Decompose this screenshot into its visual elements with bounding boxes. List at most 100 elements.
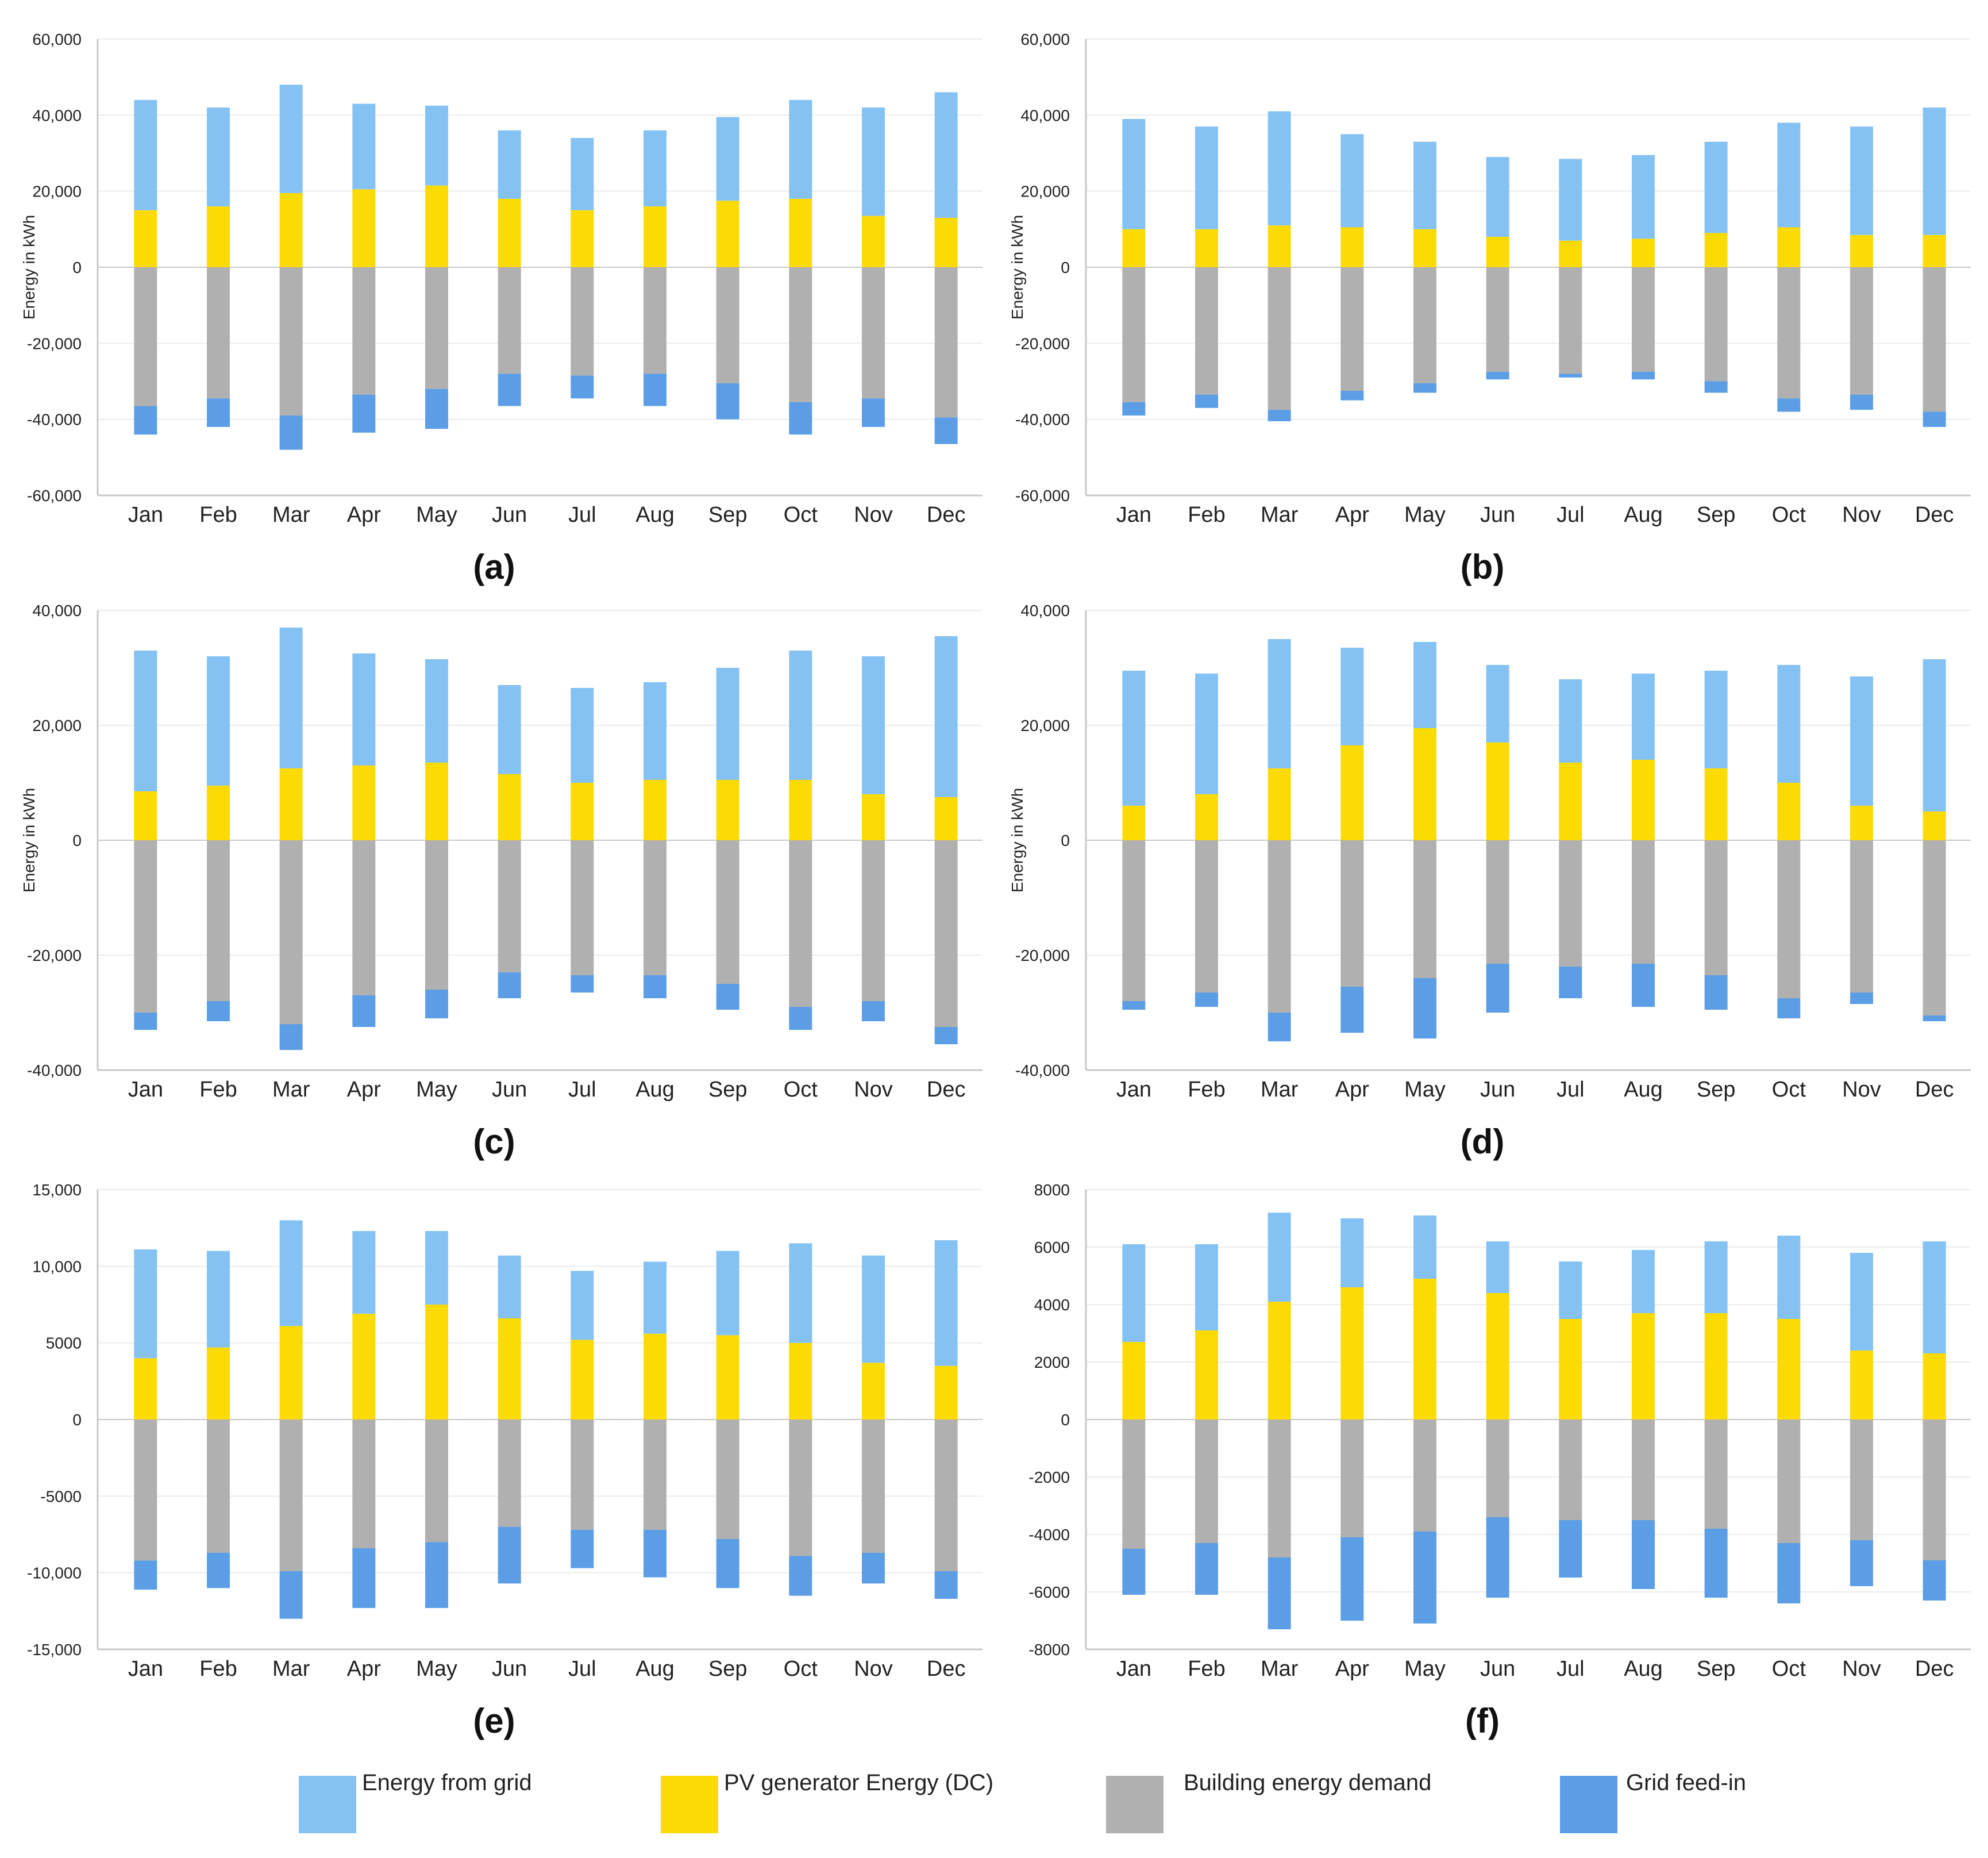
bar-demand-b-may: [1413, 267, 1436, 383]
bar-demand-a-oct: [789, 267, 812, 402]
bar-pv-d-dec: [1922, 811, 1946, 840]
bar-pv-f-apr: [1340, 1287, 1364, 1420]
bar-grid-energy-f-sep: [1704, 1241, 1728, 1313]
bar-pv-b-dec: [1922, 234, 1946, 267]
bar-pv-a-jul: [571, 210, 594, 267]
bar-pv-d-may: [1413, 728, 1436, 840]
bar-demand-f-jul: [1559, 1420, 1582, 1520]
bar-pv-a-sep: [716, 201, 739, 267]
bar-grid-energy-b-mar: [1267, 111, 1291, 226]
bar-pv-c-dec: [934, 797, 958, 840]
bar-demand-e-sep: [716, 1420, 739, 1539]
bar-demand-f-jun: [1486, 1420, 1509, 1517]
bar-demand-a-apr: [352, 267, 376, 395]
xtick-label-b-feb: Feb: [1188, 503, 1225, 527]
bar-demand-d-nov: [1850, 840, 1873, 993]
ytick-label-b: -60,000: [1015, 487, 1070, 505]
bar-grid-energy-f-apr: [1340, 1218, 1364, 1287]
bar-feed-in-b-oct: [1777, 398, 1801, 412]
bar-pv-f-feb: [1195, 1330, 1218, 1420]
bar-feed-in-b-dec: [1922, 411, 1946, 427]
bar-demand-a-mar: [279, 267, 303, 416]
xtick-label-e-apr: Apr: [347, 1657, 381, 1681]
bar-feed-in-a-aug: [644, 374, 666, 406]
bar-feed-in-e-nov: [862, 1553, 885, 1584]
bar-grid-energy-a-dec: [934, 92, 958, 218]
bar-feed-in-b-jan: [1122, 402, 1146, 416]
bar-grid-energy-b-dec: [1922, 107, 1946, 235]
charts-canvas: 60,000 40,000 20,000 0 -20,000 -40,000 -60,000…: [20, 30, 1971, 1740]
xtick-label-a-aug: Aug: [635, 503, 675, 527]
panel-label-c: (c): [473, 1122, 515, 1161]
xtick-label-c-sep: Sep: [708, 1078, 748, 1102]
bar-grid-energy-f-nov: [1850, 1253, 1873, 1351]
bar-grid-energy-d-mar: [1267, 639, 1291, 768]
xtick-label-b-jul: Jul: [1557, 503, 1585, 527]
bar-feed-in-c-jun: [498, 972, 521, 998]
xtick-label-e-may: May: [416, 1657, 457, 1681]
bar-pv-f-dec: [1922, 1353, 1946, 1420]
bar-grid-energy-c-may: [425, 659, 448, 763]
bar-demand-d-jul: [1559, 840, 1582, 967]
bar-grid-energy-a-feb: [207, 107, 230, 207]
bar-grid-energy-b-nov: [1850, 126, 1873, 235]
ytick-label-d: -20,000: [1015, 947, 1070, 964]
bar-demand-d-oct: [1777, 840, 1801, 998]
bar-pv-f-oct: [1777, 1319, 1801, 1420]
xtick-label-c-mar: Mar: [272, 1078, 310, 1102]
ytick-label-c: 40,000: [32, 602, 82, 620]
panel-label-f: (f): [1465, 1702, 1500, 1740]
bar-feed-in-e-jun: [498, 1526, 521, 1584]
xtick-label-a-oct: Oct: [784, 503, 818, 527]
xtick-label-f-may: May: [1404, 1657, 1446, 1681]
bar-pv-f-may: [1413, 1279, 1436, 1420]
xtick-label-e-jul: Jul: [568, 1657, 596, 1681]
bar-feed-in-f-mar: [1267, 1557, 1291, 1629]
xtick-label-e-mar: Mar: [272, 1657, 310, 1681]
ytick-label-c: 0: [72, 832, 82, 849]
ytick-label-f: -6000: [1028, 1583, 1070, 1601]
xtick-label-f-jul: Jul: [1557, 1657, 1585, 1681]
bar-feed-in-f-sep: [1704, 1529, 1728, 1598]
xtick-label-c-feb: Feb: [199, 1078, 237, 1102]
bar-feed-in-a-jul: [571, 375, 594, 399]
bar-grid-energy-f-oct: [1777, 1236, 1801, 1319]
bar-feed-in-f-jun: [1486, 1517, 1509, 1598]
bar-demand-c-mar: [279, 840, 303, 1024]
bar-grid-energy-d-sep: [1704, 671, 1728, 768]
bar-grid-energy-a-jan: [134, 99, 157, 210]
bar-pv-a-apr: [352, 189, 376, 267]
bar-demand-e-nov: [862, 1420, 885, 1553]
bar-demand-e-oct: [789, 1420, 812, 1556]
xtick-label-d-jan: Jan: [1116, 1078, 1151, 1102]
bar-grid-energy-b-oct: [1777, 122, 1801, 228]
bar-grid-energy-f-jul: [1559, 1261, 1582, 1319]
bar-feed-in-f-jan: [1122, 1549, 1146, 1595]
bar-pv-b-aug: [1632, 238, 1655, 267]
xtick-label-e-jan: Jan: [128, 1657, 163, 1681]
xtick-label-c-apr: Apr: [347, 1078, 381, 1102]
bar-demand-e-aug: [644, 1420, 666, 1530]
xtick-label-a-dec: Dec: [927, 503, 966, 527]
bar-feed-in-a-sep: [716, 383, 739, 420]
bar-demand-f-sep: [1704, 1420, 1728, 1529]
bar-pv-f-mar: [1267, 1302, 1291, 1420]
bar-pv-d-aug: [1632, 760, 1655, 840]
xtick-label-f-feb: Feb: [1188, 1657, 1225, 1681]
xtick-label-b-oct: Oct: [1772, 503, 1806, 527]
bar-pv-e-feb: [207, 1347, 230, 1420]
bar-demand-b-jun: [1486, 267, 1509, 372]
xtick-label-d-may: May: [1404, 1078, 1446, 1102]
bar-pv-e-aug: [644, 1333, 666, 1420]
bar-feed-in-b-aug: [1632, 371, 1655, 380]
bar-grid-energy-f-mar: [1267, 1213, 1291, 1302]
bar-grid-energy-e-sep: [716, 1251, 739, 1336]
bar-grid-energy-d-nov: [1850, 676, 1873, 806]
ytick-label-f: 8000: [1034, 1181, 1070, 1199]
bar-feed-in-f-nov: [1850, 1540, 1873, 1586]
bar-grid-energy-e-apr: [352, 1231, 376, 1314]
xtick-label-e-sep: Sep: [708, 1657, 748, 1681]
xtick-label-a-feb: Feb: [199, 503, 237, 527]
bar-demand-c-jan: [134, 840, 157, 1013]
bar-grid-energy-c-feb: [207, 656, 230, 786]
